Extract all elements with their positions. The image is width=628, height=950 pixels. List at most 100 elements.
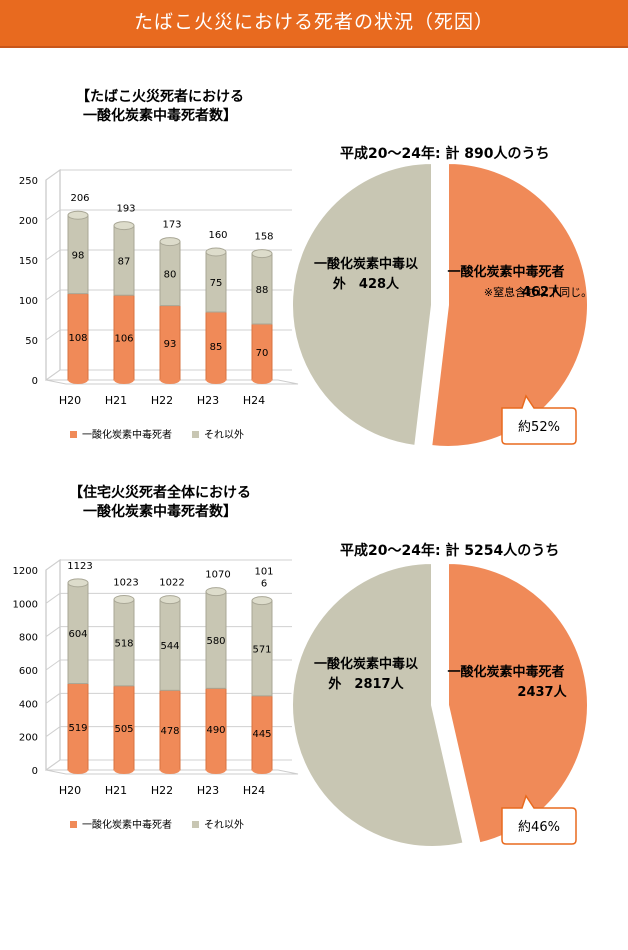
x-tick-label: H22 — [151, 784, 173, 797]
callout-box — [501, 394, 577, 445]
pie-slice-co — [430, 161, 589, 448]
bar-chart-2-title-line1: 【住宅火災死者全体における — [69, 485, 251, 501]
bar-top — [67, 210, 89, 220]
bar-co-base — [252, 376, 272, 384]
data-label-other: 88 — [256, 285, 269, 296]
legend-swatch-co — [70, 431, 77, 438]
y-tick-label: 250 — [19, 176, 38, 187]
chart-side-wall — [45, 169, 61, 381]
gridline-side — [45, 249, 61, 261]
bar-chart-2-title: 【住宅火災死者全体における 一酸化炭素中毒死者数】 — [60, 484, 260, 522]
total-label: 158 — [254, 232, 273, 243]
pie-other-label: 一酸化炭素中毒以 — [314, 656, 418, 672]
total-label: 173 — [162, 220, 181, 231]
bar-co-base — [252, 766, 272, 774]
pie-slice-co — [447, 561, 589, 845]
pie-1-caption: 平成20〜24年: 計 890人のうち — [340, 146, 550, 162]
x-tick-label: H20 — [59, 784, 81, 797]
data-label-other: 98 — [72, 250, 85, 261]
total-label: 6 — [261, 579, 267, 590]
legend-label-co: 一酸化炭素中毒死者 — [82, 428, 172, 441]
total-label: 1022 — [159, 578, 184, 589]
data-label-co: 478 — [160, 726, 179, 737]
data-label-co: 106 — [114, 334, 133, 345]
x-tick-label: H23 — [197, 784, 219, 797]
chart-floor — [45, 769, 299, 775]
y-tick-label: 1200 — [13, 566, 38, 577]
x-tick-label: H21 — [105, 394, 127, 407]
legend-swatch-other — [192, 821, 199, 828]
bar-co-base — [160, 766, 180, 774]
data-label-co: 70 — [256, 348, 269, 359]
pie-co-value: 2437人 — [517, 684, 567, 700]
x-tick-label: H20 — [59, 394, 81, 407]
bar-chart-1-title-line1: 【たばこ火災死者における — [76, 89, 244, 105]
gridline-side — [45, 692, 61, 704]
data-label-co: 85 — [210, 342, 223, 353]
y-tick-label: 800 — [19, 633, 38, 644]
pie-other-label: 一酸化炭素中毒以 — [314, 256, 418, 272]
bar-top — [113, 595, 135, 604]
gridline-side — [45, 369, 61, 381]
total-label: 193 — [116, 204, 135, 215]
bar-top — [251, 249, 273, 259]
pie-slice-other — [291, 161, 433, 448]
legend-swatch-other — [192, 431, 199, 438]
callout-text: 約52% — [518, 420, 560, 435]
bar-top — [113, 221, 135, 231]
y-tick-label: 0 — [32, 766, 38, 777]
data-label-co: 108 — [68, 333, 87, 344]
data-label-other: 580 — [206, 636, 225, 647]
data-label-other: 518 — [114, 639, 133, 650]
pie-co-value: 462人 — [522, 284, 563, 300]
gridline-side — [45, 592, 61, 604]
data-label-other: 80 — [164, 270, 177, 281]
bar-top — [159, 595, 181, 605]
data-label-other: 87 — [118, 256, 131, 267]
gridline-side — [45, 169, 61, 181]
pie-other-value: 外 428人 — [332, 276, 400, 292]
data-label-co: 505 — [114, 724, 133, 735]
callout: 約52% — [501, 394, 577, 445]
y-tick-label: 1000 — [13, 599, 38, 610]
data-label-other: 75 — [210, 278, 223, 289]
bar-chart-1: 0 50 100 150 200 250 108 98 206 H20 106 87 193 H21 93 8… — [19, 169, 299, 441]
y-tick-label: 200 — [19, 216, 38, 227]
total-label: 101 — [254, 567, 273, 578]
gridline-side — [45, 209, 61, 221]
gridline-side — [45, 559, 61, 571]
y-tick-label: 150 — [19, 256, 38, 267]
page-title-banner: たばこ火災における死者の状況（死因） — [0, 0, 628, 48]
gridline-side — [45, 289, 61, 301]
page-title: たばこ火災における死者の状況（死因） — [133, 11, 494, 33]
gridline-side — [45, 659, 61, 671]
legend-label-co: 一酸化炭素中毒死者 — [82, 818, 172, 831]
bar-co-base — [114, 376, 134, 384]
gridline-side — [45, 329, 61, 341]
bar-top — [67, 578, 89, 588]
chart-floor — [45, 379, 299, 385]
x-tick-label: H24 — [243, 394, 265, 407]
total-label: 206 — [70, 193, 89, 204]
x-tick-label: H24 — [243, 784, 265, 797]
y-tick-label: 50 — [25, 336, 38, 347]
y-tick-label: 400 — [19, 699, 38, 710]
bar-co-base — [114, 766, 134, 774]
callout-box — [501, 794, 577, 845]
bar-co-base — [68, 766, 88, 774]
data-label-co: 445 — [252, 729, 271, 740]
total-label: 1070 — [205, 570, 230, 581]
bar-co-base — [206, 376, 226, 384]
bar-chart-1-title: 【たばこ火災死者における 一酸化炭素中毒死者数】 — [60, 88, 260, 126]
data-label-co: 490 — [206, 725, 225, 736]
data-label-other: 571 — [252, 644, 271, 655]
data-label-other: 544 — [160, 641, 179, 652]
bar-co-base — [68, 376, 88, 384]
y-tick-label: 100 — [19, 296, 38, 307]
pie-other-value: 外 2817人 — [327, 676, 404, 692]
bar-top — [205, 247, 227, 257]
pie-slice-other — [291, 561, 465, 848]
bar-chart-2-title-line2: 一酸化炭素中毒死者数】 — [83, 504, 237, 520]
